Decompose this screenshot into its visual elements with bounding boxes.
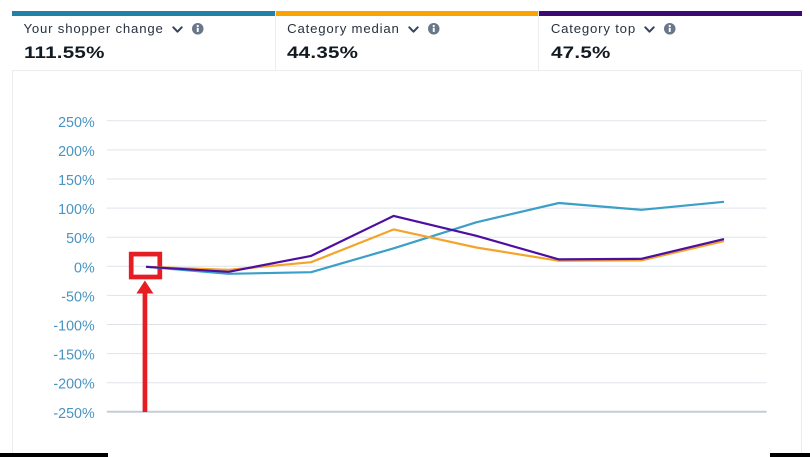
svg-text:200%: 200% xyxy=(58,144,95,160)
svg-text:0%: 0% xyxy=(74,260,95,276)
svg-text:100%: 100% xyxy=(58,202,95,218)
svg-text:250%: 250% xyxy=(58,115,95,131)
svg-text:-200%: -200% xyxy=(53,377,95,393)
svg-text:150%: 150% xyxy=(58,173,95,189)
svg-text:-150%: -150% xyxy=(53,348,95,364)
svg-text:-50%: -50% xyxy=(61,289,95,305)
svg-text:50%: 50% xyxy=(66,231,95,247)
svg-text:-250%: -250% xyxy=(53,406,95,422)
svg-text:-100%: -100% xyxy=(53,319,95,335)
